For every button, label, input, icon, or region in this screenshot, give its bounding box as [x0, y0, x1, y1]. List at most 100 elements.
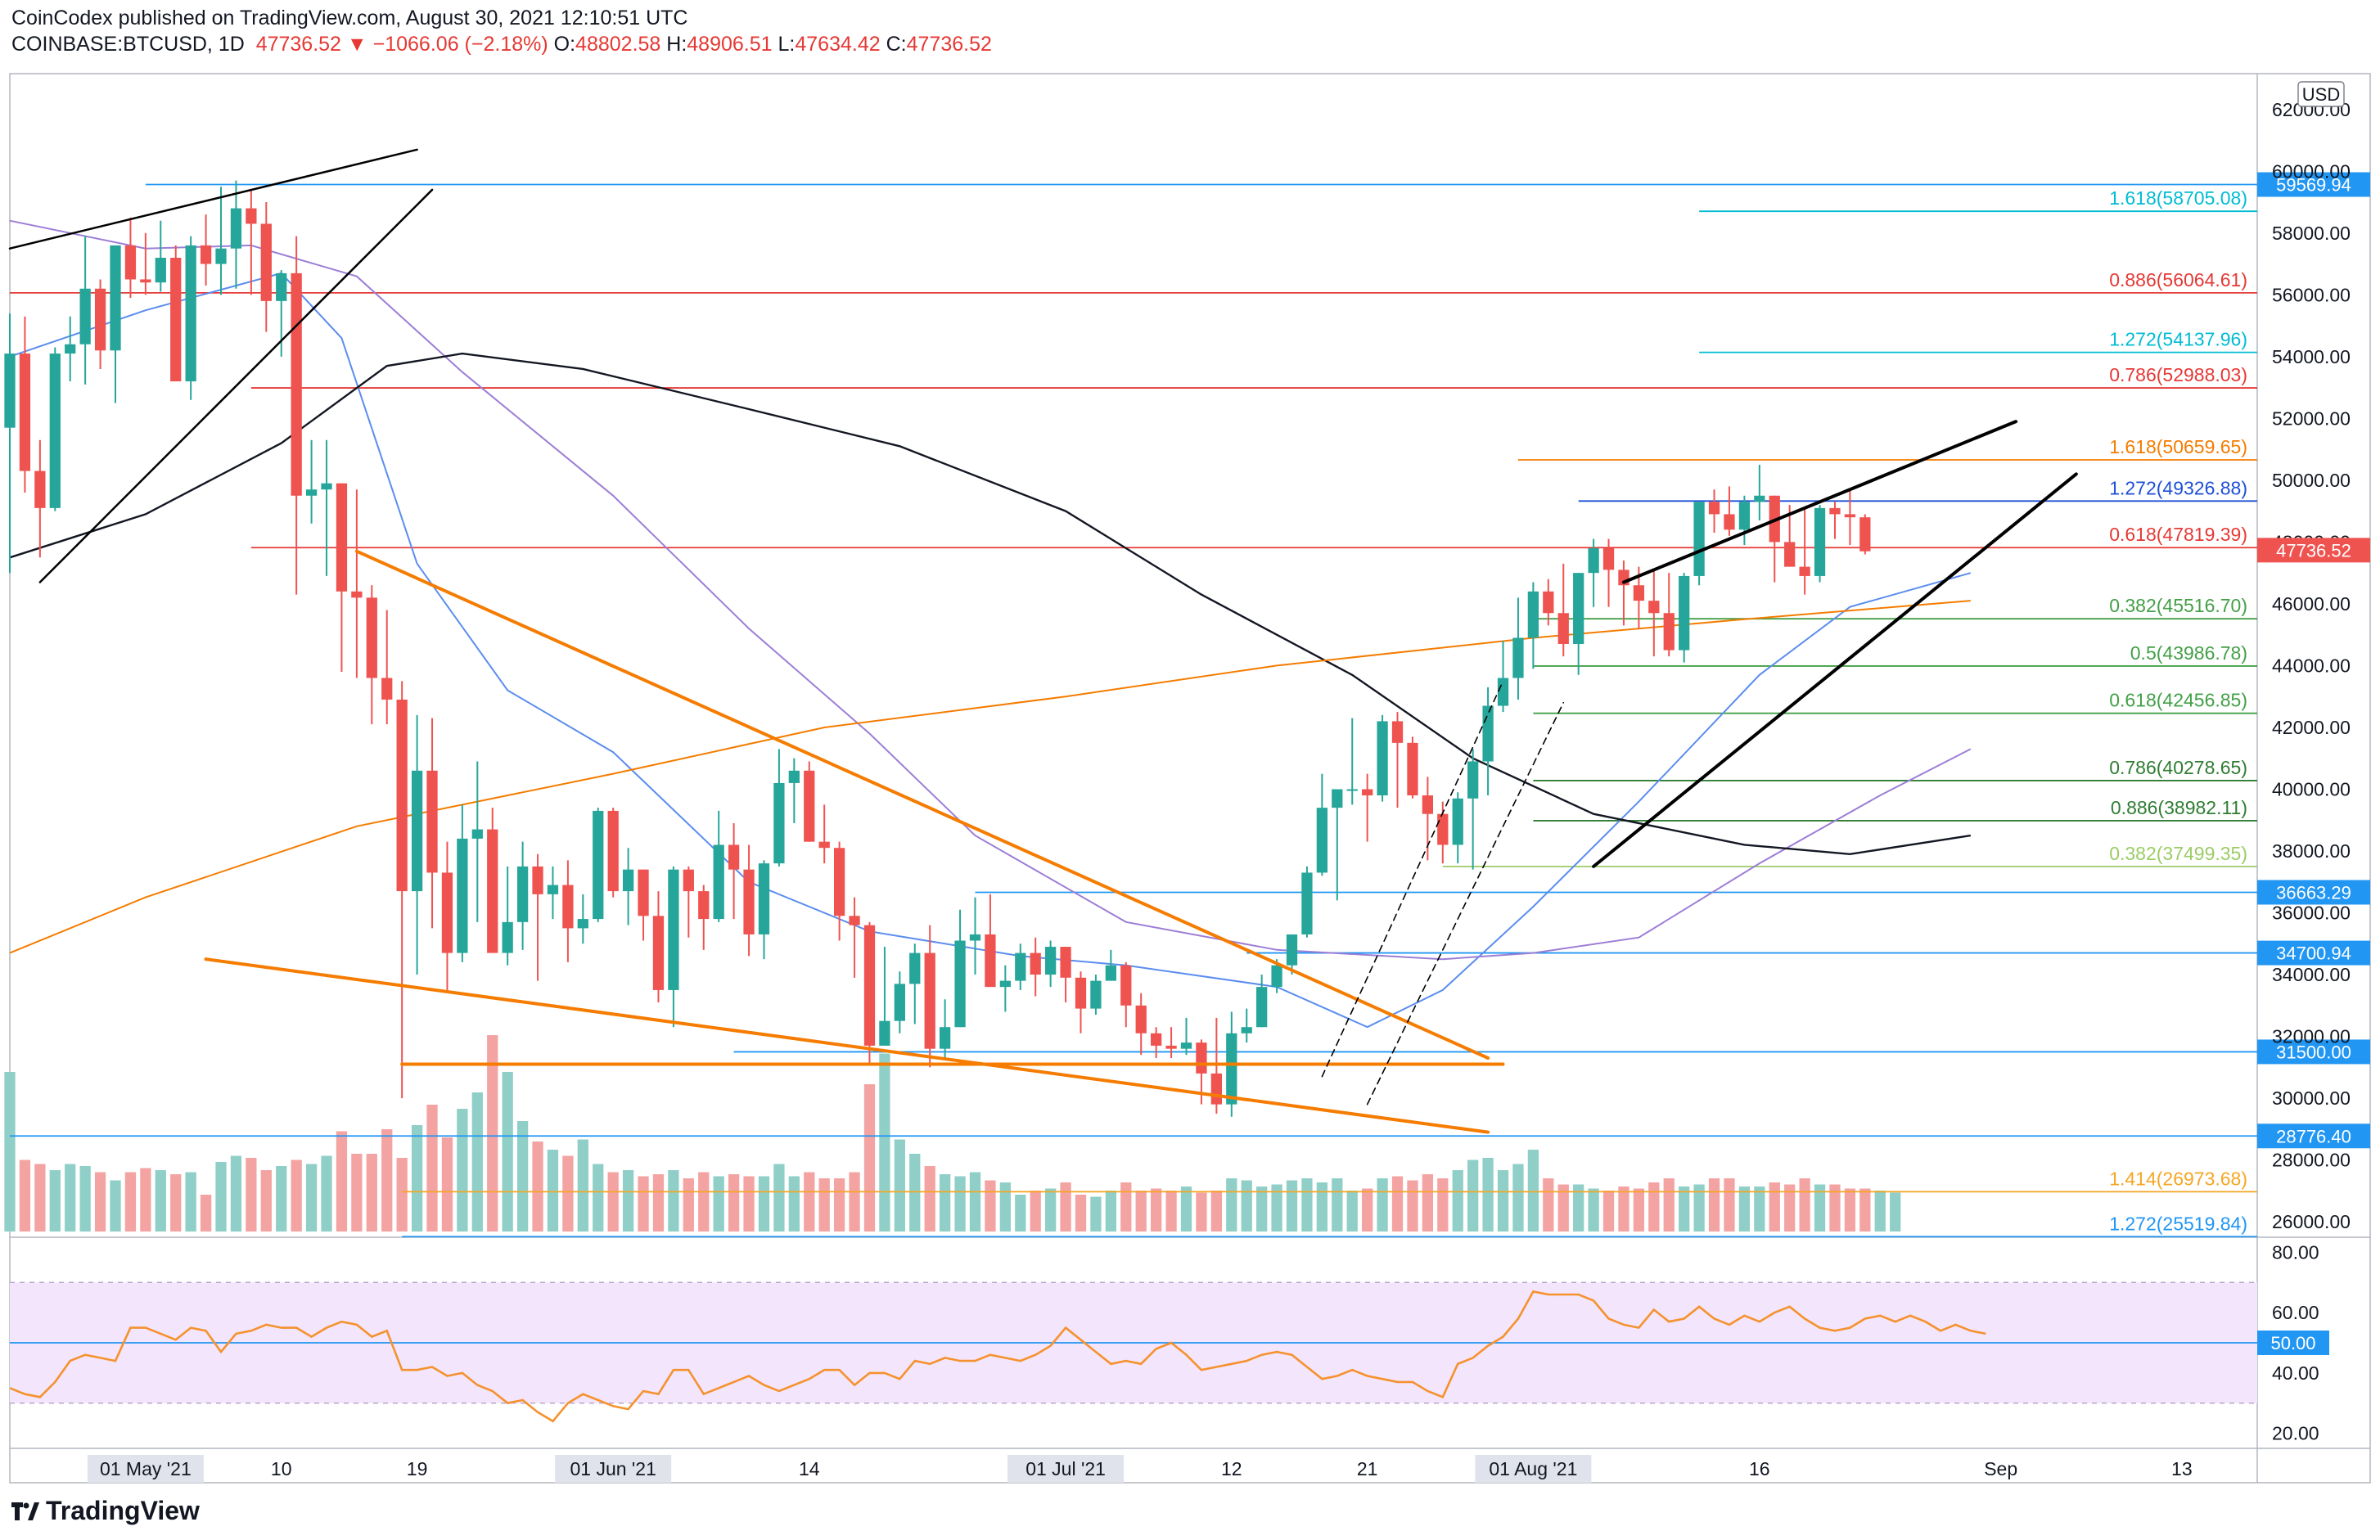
- volume-bar: [863, 1084, 876, 1232]
- volume-bar: [1799, 1178, 1810, 1232]
- volume-bar: [1497, 1170, 1509, 1232]
- volume-bar: [1015, 1195, 1026, 1232]
- volume-bar: [1316, 1182, 1328, 1232]
- candle-body: [1045, 947, 1057, 975]
- price-tick-label: 42000.00: [2272, 717, 2351, 738]
- level-fib-label-bg: [2107, 328, 2250, 350]
- candle-body: [1648, 601, 1660, 614]
- candle-body: [577, 919, 588, 929]
- volume-bar: [1241, 1180, 1252, 1232]
- time-tick-label: 10: [271, 1458, 292, 1479]
- volume-bar: [1196, 1192, 1207, 1232]
- candle-body: [94, 288, 106, 351]
- volume-bar: [532, 1141, 543, 1232]
- volume-bar: [593, 1164, 604, 1232]
- candle-body: [426, 770, 438, 873]
- candle-body: [879, 1020, 890, 1046]
- volume-bar: [788, 1176, 800, 1232]
- volume-bar: [1754, 1187, 1765, 1232]
- down-arrow-icon: ▼: [346, 33, 367, 56]
- volume-bar: [1557, 1184, 1569, 1232]
- candle-body: [170, 258, 182, 382]
- volume-bar: [562, 1155, 574, 1232]
- candle-body: [246, 208, 257, 224]
- volume-bar: [457, 1109, 468, 1232]
- volume-bar: [441, 1137, 453, 1232]
- candle-body: [743, 869, 755, 934]
- candle-body: [1075, 977, 1087, 1009]
- volume-bar: [1663, 1178, 1675, 1232]
- volume-bar: [577, 1139, 588, 1232]
- candle-body: [215, 248, 227, 264]
- level-fib-label-bg: [2107, 756, 2250, 778]
- candle-body: [1332, 789, 1343, 808]
- low-label: L:: [778, 33, 796, 56]
- candle-body: [1467, 761, 1479, 799]
- volume-bar: [366, 1154, 377, 1232]
- volume-bar: [170, 1174, 182, 1232]
- time-tick-label: 01 Jul '21: [1025, 1458, 1106, 1479]
- candle-body: [1120, 965, 1132, 1006]
- volume-bar: [411, 1125, 423, 1232]
- level-fib-label: 1.272(49326.88): [2109, 477, 2247, 498]
- level-fib-label: 1.272(25519.84): [2109, 1213, 2247, 1234]
- volume-bar: [954, 1176, 966, 1232]
- volume-bar: [94, 1172, 106, 1232]
- time-tick-label: 14: [799, 1458, 820, 1479]
- candle-body: [607, 810, 619, 892]
- volume-bar: [1527, 1150, 1539, 1232]
- moving-average-line: [9, 352, 1971, 856]
- volume-bar: [1271, 1184, 1282, 1232]
- volume-bar: [185, 1172, 196, 1232]
- candle-body: [34, 471, 46, 508]
- price-tick-label: 40000.00: [2272, 778, 2351, 799]
- candle-body: [849, 916, 860, 925]
- volume-bar: [1512, 1164, 1524, 1232]
- price-tick-label: 52000.00: [2272, 408, 2351, 429]
- volume-bar: [1738, 1187, 1751, 1232]
- trendline: [354, 549, 1490, 1060]
- rsi-tick-label: 60.00: [2272, 1302, 2319, 1323]
- level-fib-label: 1.414(26973.68): [2109, 1168, 2247, 1189]
- candle-body: [1180, 1042, 1192, 1049]
- brand-name: TradingView: [46, 1496, 200, 1525]
- rsi-tick-label: 20.00: [2272, 1423, 2319, 1444]
- candle-body: [562, 885, 574, 929]
- level-fib-label: 0.786(52988.03): [2109, 364, 2247, 385]
- level-fib-label: 0.382(45516.70): [2109, 595, 2247, 616]
- volume-bar: [924, 1166, 935, 1232]
- time-tick-label: Sep: [1984, 1458, 2017, 1479]
- volume-bar: [652, 1174, 665, 1232]
- candle-body: [366, 597, 377, 678]
- volume-bar: [1090, 1196, 1102, 1232]
- level-price-box: [2257, 172, 2370, 197]
- candle-body: [954, 940, 966, 1028]
- volume-bar: [728, 1174, 740, 1232]
- level-price-box: [2257, 940, 2370, 966]
- current-price-label: 47736.52: [2276, 540, 2351, 561]
- candle-body: [1452, 798, 1463, 845]
- candle-body: [652, 916, 665, 990]
- candle-body: [1030, 952, 1041, 975]
- candle-body: [622, 869, 634, 892]
- candle-body: [924, 952, 935, 1049]
- level-price-box: [2257, 1123, 2370, 1149]
- volume-bar: [1210, 1191, 1222, 1232]
- volume-bar: [713, 1176, 724, 1232]
- candle-body: [1241, 1027, 1252, 1033]
- level-price-label: 34700.94: [2276, 943, 2351, 964]
- volume-bar: [1829, 1184, 1841, 1232]
- volume-bar: [1391, 1176, 1404, 1232]
- volume-bar: [1573, 1184, 1584, 1232]
- volume-bar: [215, 1162, 227, 1232]
- volume-bar: [969, 1172, 981, 1232]
- level-fib-label-bg: [2107, 1213, 2250, 1235]
- candle-body: [1724, 514, 1735, 530]
- candle-body: [110, 245, 121, 351]
- time-tick-label: 01 May '21: [100, 1458, 192, 1479]
- volume-bar: [1874, 1191, 1886, 1232]
- currency-label: USD: [2302, 84, 2340, 105]
- volume-bar: [547, 1150, 559, 1232]
- candle-body: [1407, 742, 1418, 796]
